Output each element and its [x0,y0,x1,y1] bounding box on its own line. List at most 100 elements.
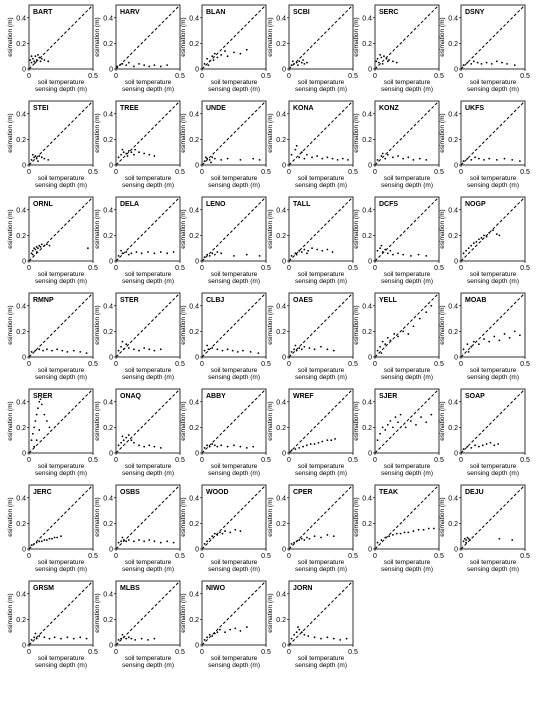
data-point [85,352,88,355]
data-point [120,441,123,444]
reference-line [460,100,526,166]
data-point [392,253,394,256]
plot-frame [201,4,267,70]
data-point [35,157,38,160]
y-axis-label: esimation (m) [353,17,360,56]
data-point [127,150,130,152]
x-axis-label: sensing depth (m) [35,374,87,381]
x-axis-label: soil temperature [211,463,258,470]
data-point [462,540,465,543]
plot-frame [201,484,267,550]
data-point [148,348,151,351]
y-tick-label: 0 [368,67,372,74]
x-tick-label: 0 [200,361,204,368]
x-tick-label: 0.5 [88,361,98,368]
data-point [417,253,420,256]
panel-title: SRER [33,393,52,400]
panel-title: KONZ [379,105,400,112]
plot-frame [28,196,94,262]
y-tick-label: 0.2 [103,41,113,48]
data-point [376,158,379,161]
data-point [394,416,397,419]
x-axis-label: sensing depth (m) [467,470,519,477]
data-point [303,157,306,160]
data-point [208,158,211,161]
data-point [134,638,137,641]
data-point [412,158,415,161]
reference-line [115,388,181,454]
y-axis-label: esimation (m) [94,593,101,632]
plot-frame [28,4,94,70]
data-point [399,413,402,416]
data-point [203,256,206,259]
data-point [33,60,36,63]
plot-frame [288,484,354,550]
y-axis-label: esimation (m) [180,209,187,248]
data-point [497,443,500,445]
data-point [79,350,82,353]
data-point [300,251,303,253]
y-tick-label: 0.4 [276,111,286,118]
reference-line [374,292,440,358]
data-point [216,56,219,59]
data-point [206,444,209,447]
data-point [118,64,121,67]
x-axis-label: soil temperature [298,271,345,278]
x-tick-label: 0 [200,457,204,464]
data-point [206,57,209,60]
data-point [38,56,41,59]
plot-frame [374,484,440,550]
data-point [56,536,59,539]
x-tick-label: 0.5 [434,553,444,560]
x-tick-label: 0 [114,73,118,80]
data-point [120,345,123,348]
data-point [48,637,51,640]
y-tick-label: 0.4 [189,207,199,214]
data-point [490,62,493,65]
x-axis-label: sensing depth (m) [381,374,433,381]
data-point [472,340,475,343]
reference-line [115,100,181,166]
y-axis-label: esimation (m) [7,497,14,536]
data-point [511,158,514,161]
data-point [334,438,336,440]
data-point [308,537,311,540]
data-point [138,151,140,154]
x-tick-label: 0.5 [175,169,185,176]
reference-line [28,484,94,550]
data-point [125,436,128,439]
data-point [339,638,342,641]
data-point [229,531,232,534]
plot-frame [201,100,267,166]
y-tick-label: 0 [195,451,199,458]
x-axis-label: sensing depth (m) [467,278,519,285]
data-point [386,336,389,339]
panel-title: SJER [379,393,397,400]
data-point [40,57,43,60]
data-point [166,64,169,67]
data-point [381,152,384,155]
data-point [432,527,435,530]
data-point [489,441,492,444]
data-point [488,340,491,343]
x-axis-label: sensing depth (m) [381,86,433,93]
data-point [35,541,38,544]
data-point [403,531,406,534]
y-tick-label: 0.2 [103,617,113,624]
x-tick-label: 0 [27,457,31,464]
data-point [33,636,36,639]
plot-frame [288,388,354,454]
y-tick-label: 0 [109,451,113,458]
data-point [397,252,399,255]
reference-line [288,100,354,166]
y-axis-label: esimation (m) [353,305,360,344]
y-tick-label: 0 [22,355,26,362]
data-point [467,247,470,250]
